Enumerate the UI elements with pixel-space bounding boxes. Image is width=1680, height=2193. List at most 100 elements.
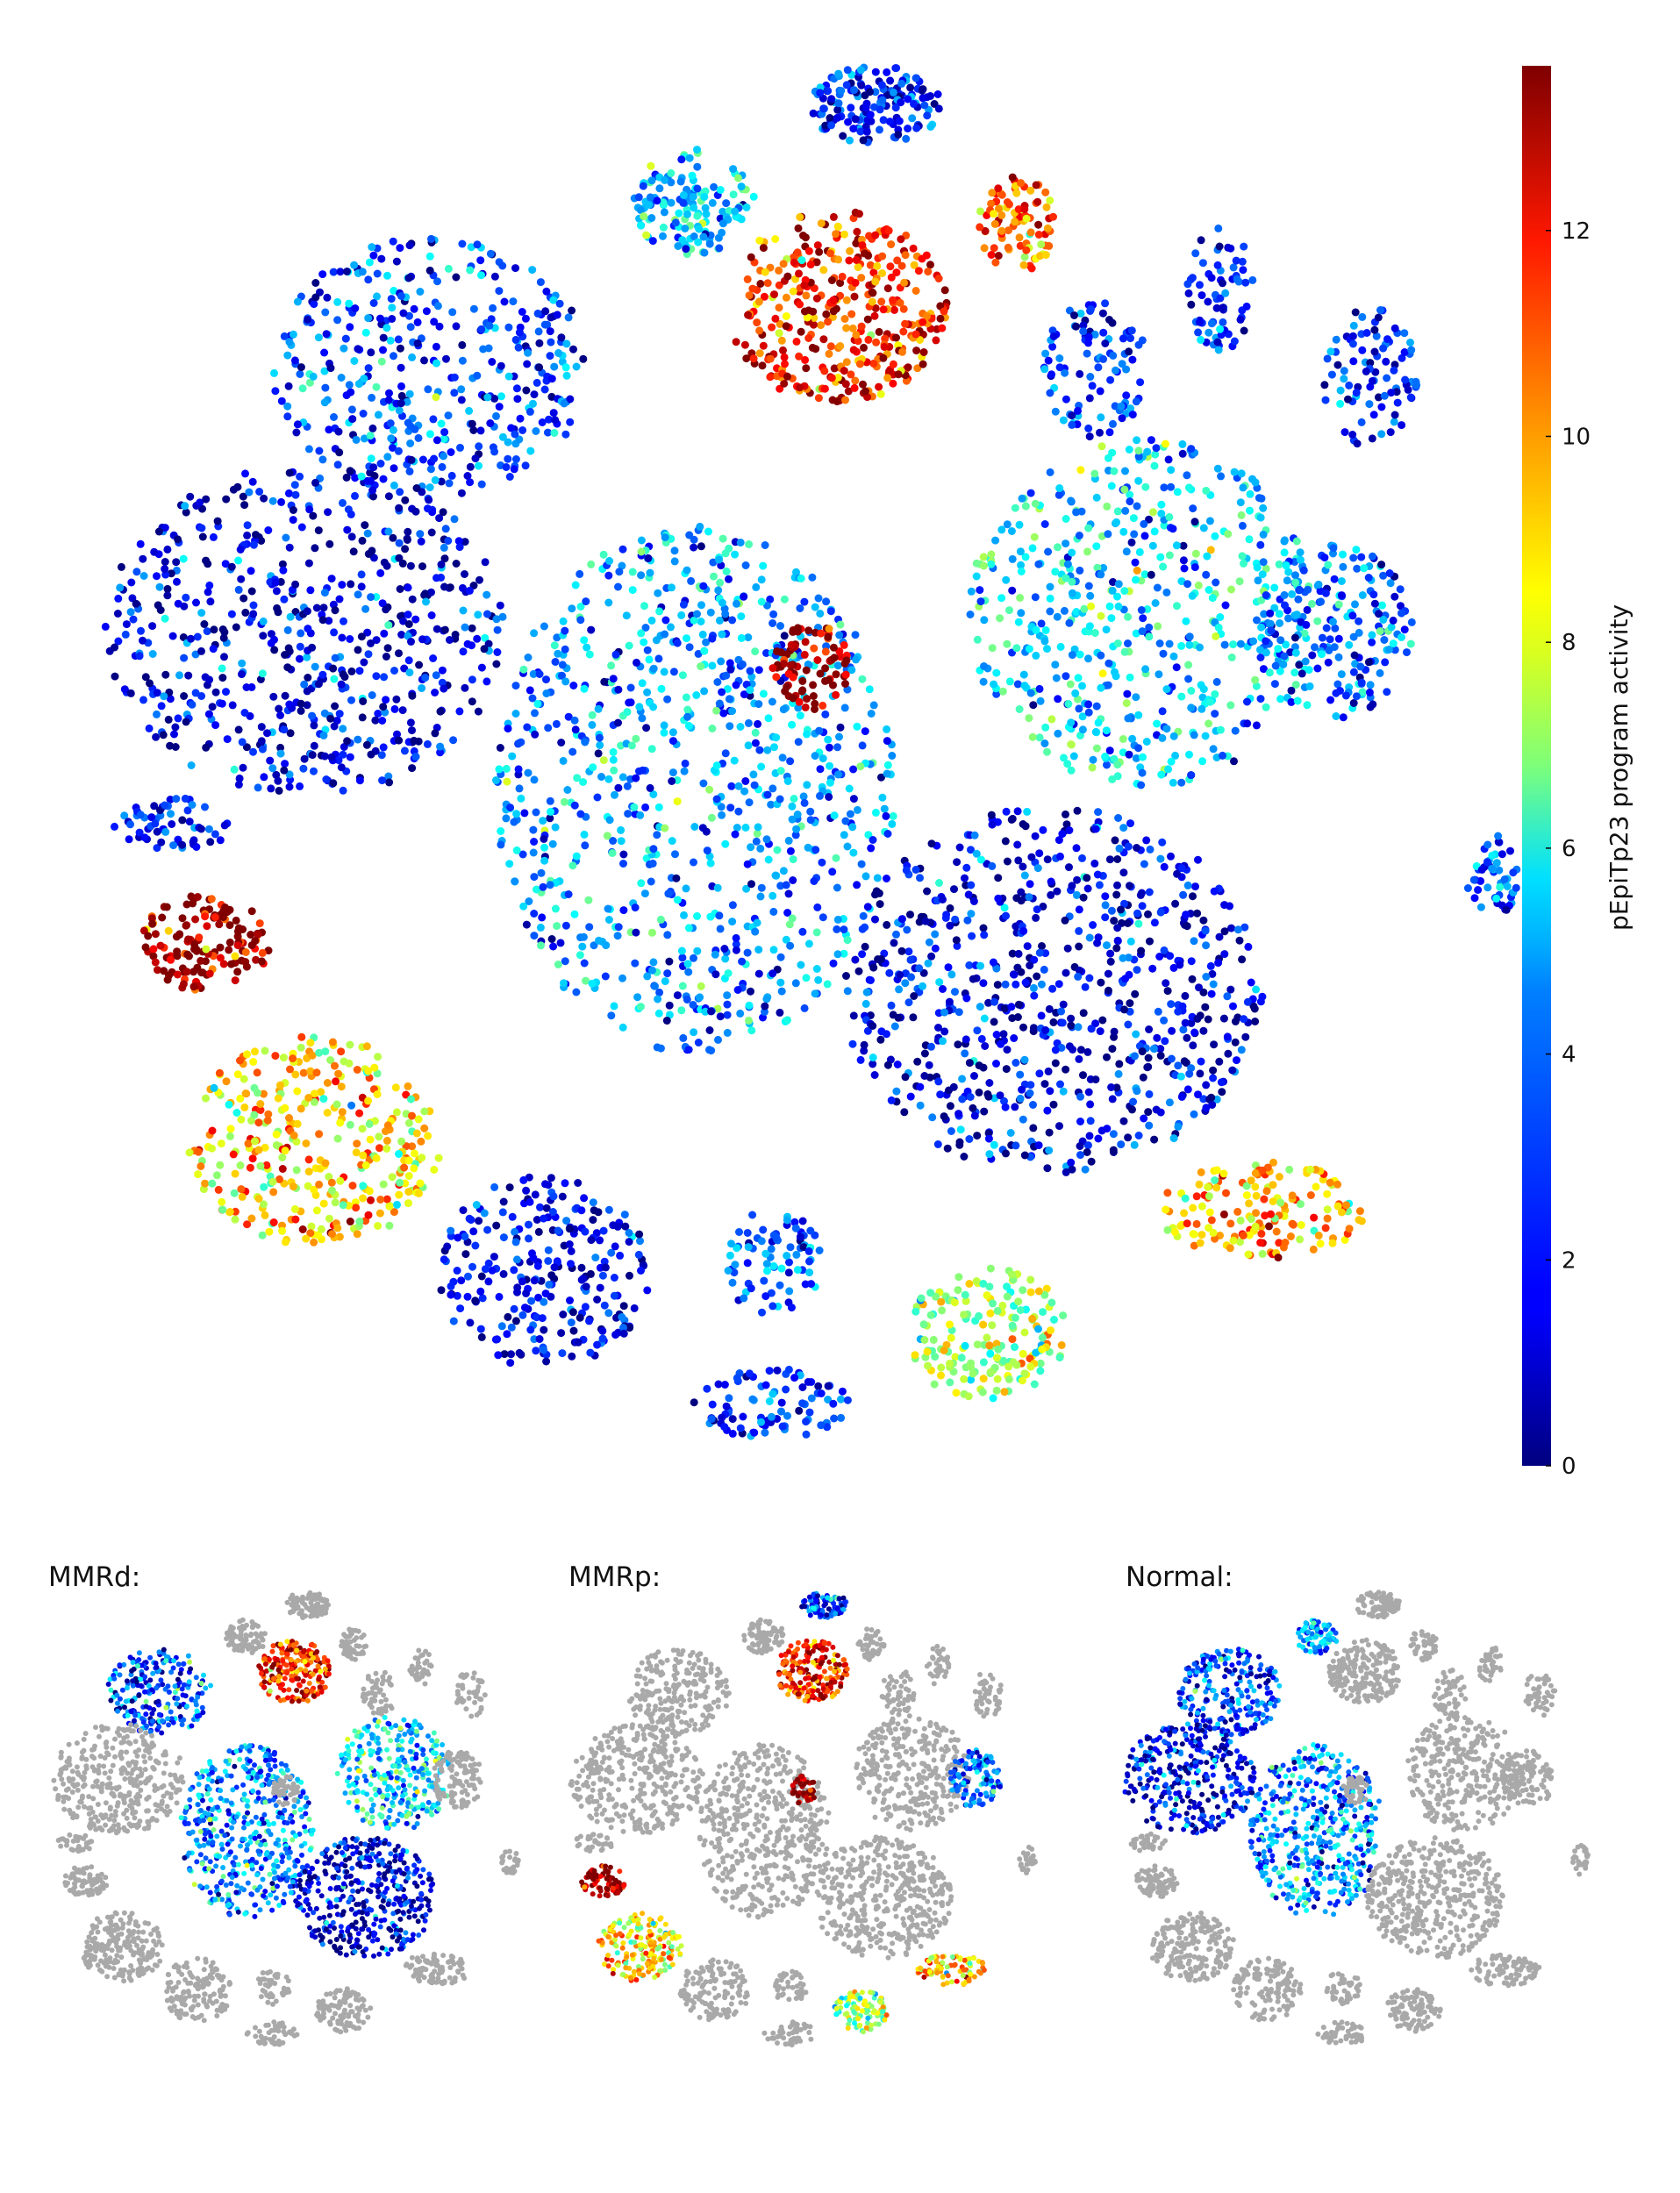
data-point xyxy=(285,543,294,552)
data-point xyxy=(1083,874,1091,882)
data-point xyxy=(1305,666,1313,675)
data-point xyxy=(766,373,775,382)
data-point xyxy=(976,597,985,606)
data-point xyxy=(562,371,571,380)
data-point xyxy=(418,684,426,692)
data-point xyxy=(1008,1321,1017,1330)
data-point xyxy=(1199,524,1208,532)
data-point xyxy=(718,598,726,607)
data-point xyxy=(830,364,839,373)
data-point xyxy=(511,264,519,273)
data-point xyxy=(447,471,456,480)
data-point xyxy=(806,816,815,825)
data-point xyxy=(502,463,511,471)
data-point xyxy=(553,311,561,319)
data-point xyxy=(540,843,548,852)
data-point xyxy=(1086,591,1095,600)
data-point xyxy=(992,1060,1000,1068)
cluster-right-mixed xyxy=(966,436,1316,789)
data-point xyxy=(1150,918,1159,927)
data-point xyxy=(796,300,804,309)
data-point xyxy=(395,406,404,415)
data-point xyxy=(418,455,427,464)
data-point xyxy=(1062,968,1070,977)
data-point xyxy=(990,244,998,253)
data-point xyxy=(829,212,838,221)
data-point xyxy=(340,743,348,751)
data-point xyxy=(511,335,520,344)
data-point xyxy=(268,1177,277,1186)
data-point xyxy=(1115,844,1124,853)
data-point xyxy=(683,566,691,575)
data-point xyxy=(408,595,417,604)
data-point xyxy=(599,756,608,765)
data-point xyxy=(455,707,464,716)
data-point xyxy=(812,965,821,973)
data-point xyxy=(1211,1176,1219,1184)
data-point xyxy=(813,903,822,911)
data-point xyxy=(800,281,809,289)
data-point xyxy=(417,1137,425,1146)
data-point xyxy=(1059,1311,1068,1320)
data-point xyxy=(422,307,431,316)
data-point xyxy=(649,845,658,854)
data-point xyxy=(306,1039,315,1047)
data-point xyxy=(871,277,880,286)
data-point xyxy=(1239,1231,1247,1239)
data-point xyxy=(404,1172,413,1180)
data-point xyxy=(231,1169,239,1178)
data-point xyxy=(247,941,256,950)
data-point xyxy=(660,728,668,737)
data-point xyxy=(747,987,754,996)
data-point xyxy=(1280,537,1289,546)
data-point xyxy=(307,1222,316,1231)
data-point xyxy=(404,527,412,536)
data-point xyxy=(1114,1069,1123,1078)
data-point xyxy=(1242,1191,1251,1200)
data-point xyxy=(980,1107,989,1116)
data-point xyxy=(1029,1124,1038,1132)
data-point xyxy=(379,743,388,752)
data-point xyxy=(258,948,267,957)
data-point xyxy=(367,639,375,647)
data-point xyxy=(254,783,262,792)
data-point xyxy=(1081,1165,1090,1174)
data-point xyxy=(338,633,347,642)
data-point xyxy=(497,392,505,401)
data-point xyxy=(1183,580,1192,589)
data-point xyxy=(1004,1362,1013,1371)
data-point xyxy=(325,539,334,548)
data-point xyxy=(350,357,359,365)
data-point xyxy=(967,587,976,596)
data-point xyxy=(708,198,717,207)
data-point xyxy=(197,1162,205,1170)
data-point xyxy=(943,1144,952,1153)
data-point xyxy=(484,344,493,353)
data-point xyxy=(1251,1168,1260,1177)
data-point xyxy=(396,244,404,253)
data-point xyxy=(1235,936,1244,945)
data-point xyxy=(715,911,724,920)
data-point xyxy=(1020,1151,1029,1160)
data-point xyxy=(1014,618,1023,626)
data-point xyxy=(741,561,750,569)
data-point xyxy=(954,1040,962,1049)
data-point xyxy=(1091,1075,1100,1084)
data-point xyxy=(156,606,165,614)
data-point xyxy=(355,776,364,785)
data-point xyxy=(1121,975,1130,983)
data-point xyxy=(1297,1200,1305,1209)
data-point xyxy=(378,776,387,785)
data-point xyxy=(979,1358,988,1367)
data-point xyxy=(1312,1182,1320,1191)
data-point xyxy=(1238,955,1247,964)
data-point xyxy=(1047,1326,1054,1335)
data-point xyxy=(413,318,422,326)
data-point xyxy=(343,525,352,534)
data-point xyxy=(976,207,984,216)
data-point xyxy=(1068,651,1076,660)
data-point xyxy=(1316,1239,1325,1248)
data-point xyxy=(241,1089,250,1097)
data-point xyxy=(1038,1345,1047,1354)
data-point xyxy=(615,568,624,576)
